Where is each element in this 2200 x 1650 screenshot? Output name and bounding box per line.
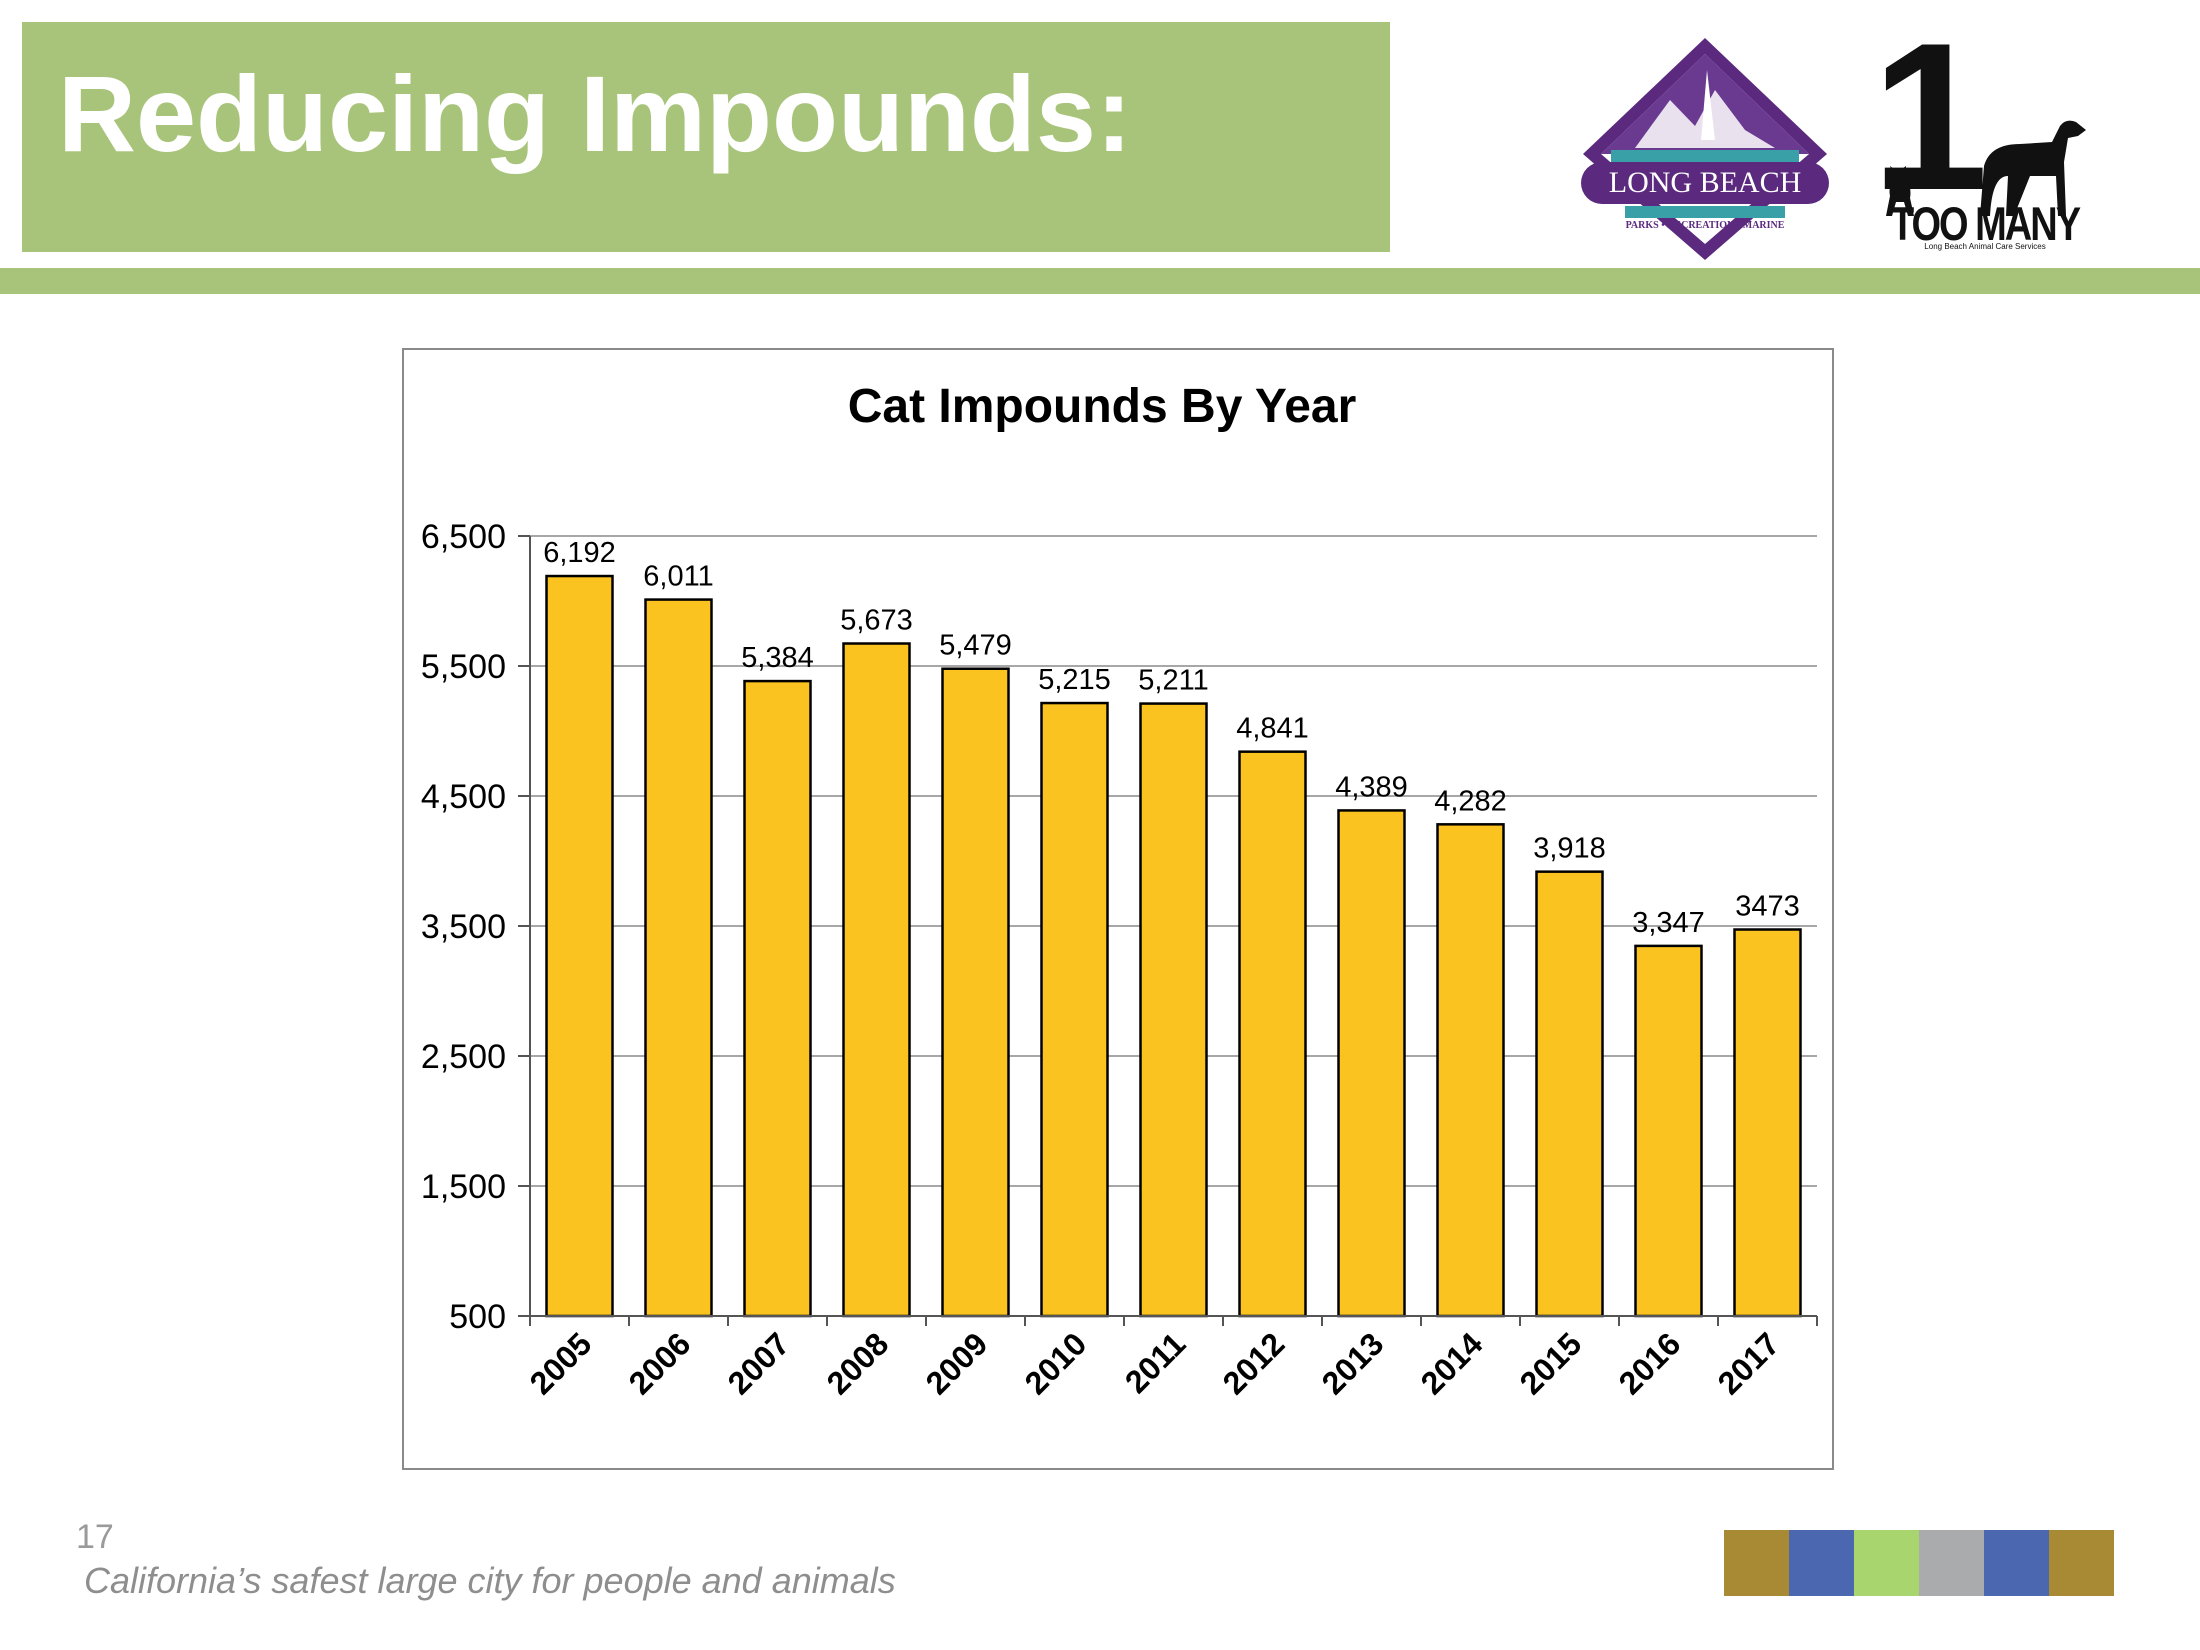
x-tick-label: 2011	[1118, 1325, 1193, 1400]
x-tick-label: 2009	[919, 1325, 995, 1401]
x-tick-label: 2012	[1216, 1325, 1292, 1401]
data-label: 3,347	[1632, 907, 1705, 939]
long-beach-name: LONG BEACH	[1608, 166, 1802, 199]
x-tick-label: 2010	[1018, 1325, 1094, 1401]
bar	[743, 679, 812, 1318]
one-too-many-subtitle: Long Beach Animal Care Services	[1924, 242, 2046, 251]
cat-impounds-bar-chart: Cat Impounds By Year 500 1,500 2,500 3,500 4…	[421, 380, 1818, 1401]
bar	[644, 598, 713, 1318]
data-label: 6,192	[543, 537, 616, 569]
y-tick-label: 2,500	[421, 1038, 506, 1076]
y-tick-label: 1,500	[421, 1168, 506, 1206]
chart-frame: Cat Impounds By Year 500 1,500 2,500 3,500 4…	[402, 348, 1834, 1470]
bar	[842, 642, 911, 1318]
x-tick-label: 2005	[523, 1325, 599, 1401]
bar	[1040, 701, 1109, 1318]
data-label: 5,673	[840, 605, 913, 637]
color-swatch-strip	[1724, 1530, 2114, 1596]
bar	[1535, 870, 1604, 1318]
data-label: 4,841	[1236, 713, 1309, 745]
y-tick-label: 6,500	[421, 518, 506, 556]
x-tick-label: 2017	[1711, 1325, 1787, 1401]
bar	[1634, 944, 1703, 1318]
one-too-many-logo: 1 TOO MANY Long Beach Animal Care Servic…	[1872, 12, 2090, 256]
data-label: 6,011	[643, 561, 713, 593]
long-beach-logo-graphic	[1581, 38, 1829, 260]
one-too-many-name: TOO MANY	[1890, 198, 2081, 252]
title-banner	[22, 22, 1390, 252]
data-label: 5,211	[1138, 665, 1208, 697]
chart-title: Cat Impounds By Year	[848, 380, 1357, 433]
data-label: 5,215	[1038, 664, 1111, 696]
color-swatch	[1724, 1530, 1789, 1596]
long-beach-subtitle: PARKS • RECREATION • MARINE	[1625, 220, 1785, 231]
bar	[941, 667, 1010, 1318]
long-beach-logo: LONG BEACH PARKS • RECREATION • MARINE	[1575, 30, 1835, 270]
bar	[1337, 809, 1406, 1318]
data-label: 3,918	[1533, 833, 1606, 865]
bar	[545, 574, 614, 1318]
x-tick-label: 2006	[622, 1325, 698, 1401]
x-tick-label: 2016	[1612, 1325, 1688, 1401]
bar	[1238, 750, 1307, 1318]
bar	[1733, 928, 1802, 1318]
page-number: 17	[76, 1518, 114, 1556]
color-swatch	[1919, 1530, 1984, 1596]
x-tick-label: 2007	[721, 1325, 797, 1401]
data-label: 5,479	[939, 630, 1012, 662]
data-label: 3473	[1735, 891, 1800, 923]
color-swatch	[1854, 1530, 1919, 1596]
bars	[545, 574, 1802, 1318]
data-label: 4,282	[1434, 785, 1507, 817]
bar	[1139, 702, 1208, 1318]
y-tick-label: 5,500	[421, 648, 506, 686]
x-tick-label: 2014	[1414, 1325, 1490, 1401]
color-swatch	[1789, 1530, 1854, 1596]
axes	[518, 535, 1818, 1326]
y-tick-label: 4,500	[421, 778, 506, 816]
y-tick-label: 500	[449, 1298, 506, 1336]
color-swatch	[2049, 1530, 2114, 1596]
y-tick-label: 3,500	[421, 908, 506, 946]
footer-tagline: California’s safest large city for peopl…	[84, 1560, 896, 1601]
header-rule	[0, 268, 2200, 294]
x-tick-label: 2013	[1315, 1325, 1391, 1401]
data-label: 5,384	[741, 642, 814, 674]
data-label: 4,389	[1335, 771, 1408, 803]
dog-and-cat-silhouette-icon	[1886, 120, 2086, 216]
x-tick-label: 2008	[820, 1325, 896, 1401]
bar	[1436, 823, 1505, 1318]
color-swatch	[1984, 1530, 2049, 1596]
slide-title: Reducing Impounds:	[58, 53, 1132, 174]
x-tick-label: 2015	[1513, 1325, 1589, 1401]
